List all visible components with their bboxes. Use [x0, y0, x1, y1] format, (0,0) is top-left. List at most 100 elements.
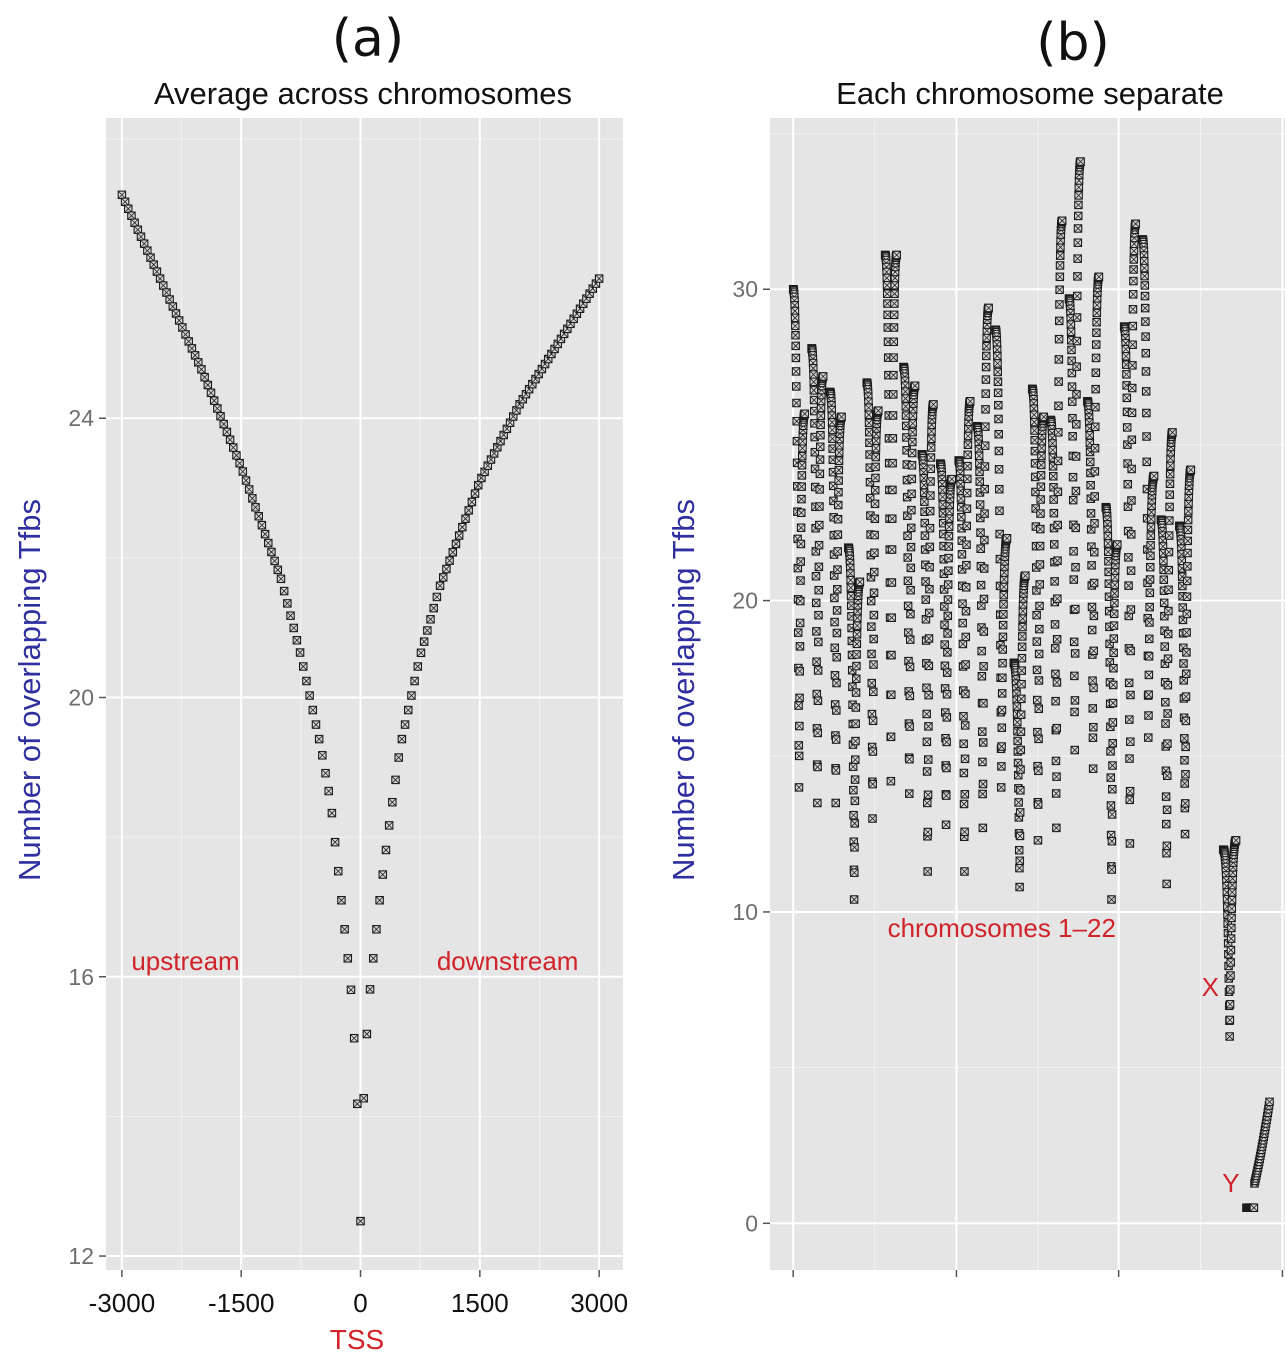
- data-point: [979, 594, 989, 604]
- data-point: [1183, 562, 1192, 571]
- data-point: [286, 611, 295, 620]
- data-point: [994, 400, 1003, 410]
- data-point: [979, 627, 989, 636]
- data-point: [940, 661, 950, 671]
- data-point: [890, 280, 900, 290]
- data-point: [904, 628, 913, 637]
- data-point: [833, 530, 843, 539]
- data-point: [152, 267, 162, 276]
- data-point: [962, 504, 972, 513]
- data-point: [795, 667, 804, 676]
- data-point: [938, 492, 947, 502]
- data-point: [1017, 642, 1027, 652]
- data-point: [1131, 219, 1140, 229]
- data-point: [1034, 649, 1044, 659]
- data-point: [794, 741, 804, 750]
- y-tick-label: 30: [732, 276, 758, 302]
- data-point: [1090, 443, 1100, 453]
- data-point: [890, 289, 899, 298]
- data-point: [244, 485, 254, 494]
- data-point: [888, 485, 897, 495]
- data-point: [1140, 291, 1150, 301]
- data-point: [1122, 393, 1132, 403]
- data-point: [831, 798, 840, 808]
- data-point: [978, 738, 988, 747]
- data-point: [926, 477, 935, 486]
- data-point: [184, 337, 193, 346]
- data-point: [1055, 272, 1065, 282]
- data-point: [924, 661, 934, 671]
- data-point: [882, 280, 892, 290]
- data-point: [1030, 426, 1039, 435]
- data-point: [1032, 637, 1042, 646]
- data-point: [1124, 553, 1133, 562]
- data-point: [1030, 417, 1039, 427]
- data-point: [1090, 492, 1099, 501]
- data-point: [321, 768, 330, 778]
- data-point: [943, 629, 952, 638]
- data-point: [961, 583, 971, 592]
- data-point: [1145, 634, 1154, 644]
- data-point: [1087, 561, 1096, 570]
- data-point: [1126, 566, 1136, 575]
- data-point: [960, 721, 970, 730]
- data-point: [975, 500, 985, 509]
- data-point: [1144, 670, 1154, 680]
- data-point: [943, 580, 953, 589]
- data-point: [993, 351, 1002, 361]
- data-point: [846, 575, 855, 585]
- data-point: [815, 502, 824, 511]
- data-point: [828, 434, 837, 443]
- data-point: [1073, 238, 1083, 247]
- data-point: [1125, 786, 1135, 796]
- data-point: [800, 409, 810, 419]
- data-point: [1225, 1032, 1234, 1041]
- data-point: [146, 253, 155, 262]
- data-point: [816, 442, 825, 452]
- data-point: [887, 650, 896, 660]
- data-point: [963, 431, 973, 441]
- data-point: [1226, 985, 1235, 994]
- data-point: [999, 600, 1008, 609]
- data-point: [1032, 665, 1042, 675]
- data-point: [795, 642, 805, 651]
- data-point: [910, 381, 920, 391]
- data-point: [846, 583, 856, 592]
- data-point: [368, 954, 378, 963]
- data-point: [1181, 669, 1191, 679]
- data-point: [1035, 560, 1045, 569]
- data-point: [1033, 836, 1043, 845]
- data-point: [813, 728, 822, 738]
- data-point: [867, 649, 876, 659]
- data-point: [1146, 551, 1155, 561]
- x-tick-label: -1500: [208, 1288, 275, 1318]
- data-point: [906, 523, 916, 533]
- data-point: [906, 585, 915, 595]
- data-point: [870, 548, 879, 558]
- data-point: [1145, 575, 1155, 584]
- data-point: [994, 429, 1003, 439]
- data-point: [795, 618, 805, 628]
- data-point: [942, 713, 952, 722]
- data-point: [1159, 575, 1169, 584]
- data-point: [869, 634, 878, 644]
- data-point: [1231, 836, 1241, 845]
- data-point: [1035, 580, 1044, 589]
- data-point: [1109, 663, 1118, 673]
- data-point: [809, 386, 819, 395]
- data-point: [794, 751, 804, 761]
- data-point: [867, 622, 876, 631]
- data-point: [1164, 565, 1174, 575]
- data-point: [1012, 702, 1022, 711]
- data-point: [1073, 291, 1082, 301]
- data-point: [998, 620, 1008, 630]
- data-point: [1035, 541, 1045, 551]
- data-point: [998, 632, 1008, 642]
- data-point: [1163, 709, 1172, 718]
- data-point: [816, 430, 825, 440]
- data-point: [206, 388, 216, 398]
- data-point: [1128, 305, 1138, 314]
- data-point: [1088, 704, 1098, 713]
- data-point: [888, 390, 898, 399]
- data-point: [1125, 715, 1134, 724]
